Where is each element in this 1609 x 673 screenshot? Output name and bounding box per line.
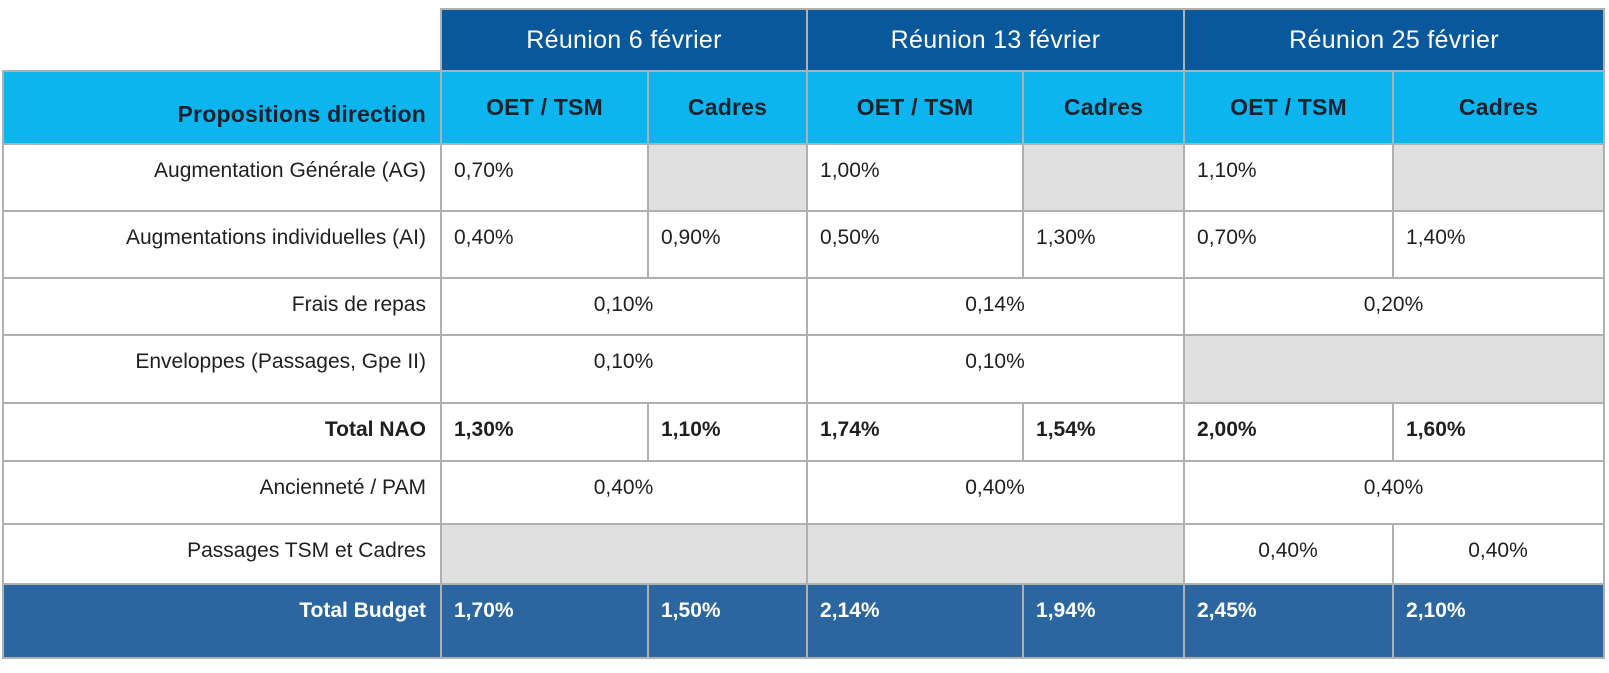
group-header-reunion-13: Réunion 13 février	[806, 8, 1186, 72]
value-cell: 1,00%	[806, 143, 1025, 212]
subheader-cadres-3: Cadres	[1392, 70, 1606, 145]
value-cell: 0,40%	[1392, 523, 1606, 585]
row-label: Passages TSM et Cadres	[2, 523, 442, 585]
row-label: Total NAO	[2, 402, 442, 462]
value-cell: 1,74%	[806, 402, 1025, 462]
value-cell: 1,30%	[440, 402, 649, 462]
subheader-row: Propositions direction OET / TSM Cadres …	[2, 70, 1606, 145]
group-header-reunion-25: Réunion 25 février	[1183, 8, 1606, 72]
subheader-propositions-direction: Propositions direction	[2, 70, 442, 145]
table-row-passages-tsm-cadres: Passages TSM et Cadres 0,40% 0,40%	[2, 523, 1606, 585]
subheader-cadres-1: Cadres	[646, 70, 809, 145]
empty-cell	[646, 143, 809, 212]
table-container: Réunion 6 février Réunion 13 février Réu…	[2, 8, 1606, 659]
merged-value-cell: 0,40%	[439, 460, 809, 525]
value-cell: 1,94%	[1022, 583, 1186, 659]
merged-value-cell: 0,10%	[806, 334, 1186, 404]
subheader-oet-tsm-2: OET / TSM	[806, 70, 1025, 145]
merged-value-cell: 0,40%	[1183, 460, 1606, 525]
table-row-enveloppes: Enveloppes (Passages, Gpe II) 0,10% 0,10…	[2, 334, 1606, 404]
value-cell: 1,70%	[440, 583, 649, 659]
value-cell: 0,40%	[1183, 523, 1395, 585]
table-row-ai: Augmentations individuelles (AI) 0,40% 0…	[2, 210, 1606, 279]
row-label: Frais de repas	[2, 277, 442, 336]
value-cell: 1,50%	[646, 583, 809, 659]
corner-cell	[3, 9, 442, 72]
value-cell: 0,40%	[440, 210, 649, 279]
value-cell: 2,14%	[806, 583, 1025, 659]
group-header-row: Réunion 6 février Réunion 13 février Réu…	[3, 8, 1606, 72]
value-cell: 0,70%	[440, 143, 649, 212]
value-cell: 1,54%	[1022, 402, 1186, 462]
empty-cell	[1392, 143, 1606, 212]
value-cell: 1,40%	[1392, 210, 1606, 279]
value-cell: 2,10%	[1392, 583, 1606, 659]
subheader-oet-tsm-3: OET / TSM	[1183, 70, 1395, 145]
table-row-total-budget: Total Budget 1,70% 1,50% 2,14% 1,94% 2,4…	[2, 583, 1606, 659]
value-cell: 1,60%	[1392, 402, 1606, 462]
merged-value-cell: 0,10%	[439, 334, 809, 404]
merged-value-cell: 0,40%	[806, 460, 1186, 525]
subheader-oet-tsm-1: OET / TSM	[440, 70, 649, 145]
table-row-anciennete-pam: Ancienneté / PAM 0,40% 0,40% 0,40%	[2, 460, 1606, 525]
row-label: Augmentation Générale (AG)	[2, 143, 442, 212]
empty-cell	[1183, 334, 1606, 404]
table-row-ag: Augmentation Générale (AG) 0,70% 1,00% 1…	[2, 143, 1606, 212]
row-label: Total Budget	[2, 583, 442, 659]
table-row-frais-de-repas: Frais de repas 0,10% 0,14% 0,20%	[2, 277, 1606, 336]
merged-value-cell: 0,10%	[439, 277, 809, 336]
nao-propositions-table: Réunion 6 février Réunion 13 février Réu…	[2, 8, 1606, 659]
subheader-cadres-2: Cadres	[1022, 70, 1186, 145]
value-cell: 0,70%	[1183, 210, 1395, 279]
value-cell: 1,30%	[1022, 210, 1186, 279]
empty-cell	[439, 523, 809, 585]
empty-cell	[1022, 143, 1186, 212]
merged-value-cell: 0,14%	[806, 277, 1186, 336]
table-row-total-nao: Total NAO 1,30% 1,10% 1,74% 1,54% 2,00% …	[2, 402, 1606, 462]
row-label: Ancienneté / PAM	[2, 460, 442, 525]
row-label: Augmentations individuelles (AI)	[2, 210, 442, 279]
row-label: Enveloppes (Passages, Gpe II)	[2, 334, 442, 404]
value-cell: 0,90%	[646, 210, 809, 279]
empty-cell	[806, 523, 1186, 585]
merged-value-cell: 0,20%	[1183, 277, 1606, 336]
value-cell: 2,00%	[1183, 402, 1395, 462]
group-header-reunion-6: Réunion 6 février	[439, 8, 809, 72]
value-cell: 1,10%	[1183, 143, 1395, 212]
value-cell: 0,50%	[806, 210, 1025, 279]
value-cell: 2,45%	[1183, 583, 1395, 659]
value-cell: 1,10%	[646, 402, 809, 462]
